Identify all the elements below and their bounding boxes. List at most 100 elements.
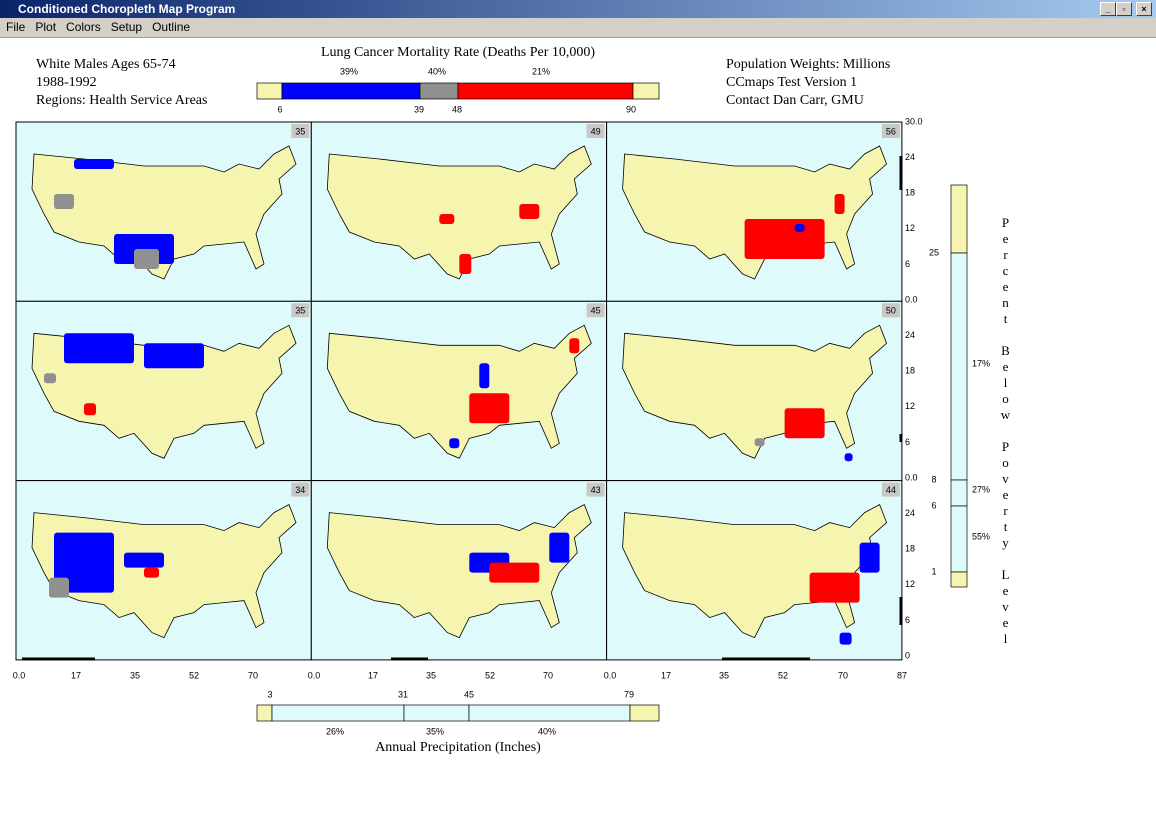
region-highlight (519, 204, 540, 219)
label: 21% (532, 66, 550, 76)
region-highlight (839, 632, 852, 645)
panel-count-box (881, 482, 900, 497)
panel-count: 44 (886, 485, 896, 495)
label: 70 (543, 670, 553, 680)
menu-item[interactable]: Outline (152, 20, 191, 34)
window-title: Conditioned Choropleth Map Program (18, 2, 236, 16)
label: 12 (905, 579, 915, 589)
region-highlight (844, 453, 853, 462)
slider-segment (281, 82, 421, 100)
slider-segment (950, 505, 968, 573)
label: 45 (464, 689, 474, 699)
label: 39% (340, 66, 358, 76)
menu-item[interactable]: File (6, 20, 26, 34)
label: 18 (905, 366, 915, 376)
region-highlight (134, 249, 159, 269)
label: 0.0 (905, 472, 918, 482)
region-highlight (479, 363, 490, 389)
slider-segment (950, 252, 968, 481)
right-slider-title: Percent Below Poverty Level (998, 215, 1013, 647)
us-map (326, 145, 592, 280)
region-highlight (449, 438, 460, 449)
region-highlight (124, 552, 164, 568)
region-highlight (74, 159, 114, 169)
map-panel: 43 (310, 480, 608, 661)
label: 6 (931, 500, 936, 510)
label: 6 (277, 104, 282, 114)
label: 6 (905, 615, 910, 625)
region-highlight (489, 562, 540, 583)
restore-button[interactable]: ▫ (1116, 2, 1132, 16)
panel-count-box (291, 303, 310, 318)
header-line: CCmaps Test Version 1 (726, 75, 858, 90)
label: 31 (398, 689, 408, 699)
map-panel: 50 (606, 300, 903, 482)
region-highlight (144, 567, 159, 578)
label: 48 (452, 104, 462, 114)
region-highlight (794, 224, 805, 232)
slider-segment (457, 82, 634, 100)
panel-count-box (291, 124, 310, 138)
slider-segment (632, 82, 660, 100)
us-map (622, 145, 888, 280)
region-highlight (744, 219, 825, 259)
us-map (31, 145, 297, 280)
slider-segment (629, 704, 660, 722)
label: 40% (428, 66, 446, 76)
panel-count-box (881, 303, 900, 318)
bottom-slider-title: Annual Precipitation (Inches) (375, 740, 541, 755)
us-map (622, 504, 888, 645)
menu-item[interactable]: Plot (35, 20, 57, 34)
header-line: White Males Ages 65-74 (36, 57, 176, 72)
label: 55% (972, 531, 990, 541)
label: 18 (905, 188, 915, 198)
slider-segment (950, 571, 968, 588)
panel-count-box (586, 303, 605, 318)
menu-item[interactable]: Colors (66, 20, 101, 34)
label: 27% (972, 484, 990, 494)
label: 52 (485, 670, 495, 680)
label: 24 (905, 152, 915, 162)
minimize-button[interactable]: _ (1100, 2, 1116, 16)
map-panel: 35 (15, 300, 312, 482)
map-panel: 35 (15, 121, 312, 302)
region-highlight (859, 542, 880, 573)
label: 35% (426, 726, 444, 736)
panel-count: 34 (295, 485, 305, 495)
label: 18 (905, 544, 915, 554)
us-map (326, 324, 592, 459)
panel-count-box (586, 124, 605, 138)
region-highlight (784, 408, 825, 439)
region-highlight (84, 403, 96, 416)
panel-count: 49 (591, 126, 601, 136)
menu-item[interactable]: Setup (110, 20, 143, 34)
label: 30.0 (905, 116, 923, 126)
label: 35 (426, 670, 436, 680)
label: 52 (778, 670, 788, 680)
panel-count: 43 (591, 485, 601, 495)
slider-segment (271, 704, 405, 722)
label: 25 (929, 247, 939, 257)
map-panel: 56 (606, 121, 903, 302)
label: 0.0 (905, 294, 918, 304)
region-highlight (754, 438, 765, 447)
region-highlight (44, 373, 56, 384)
label: 79 (624, 689, 634, 699)
panel-count: 35 (295, 306, 305, 316)
header-line: Population Weights: Millions (726, 57, 891, 72)
close-button[interactable]: × (1136, 2, 1152, 16)
region-highlight (834, 194, 845, 214)
label: 8 (931, 474, 936, 484)
label: 12 (905, 401, 915, 411)
panel-count-box (881, 124, 900, 138)
label: 39 (414, 104, 424, 114)
label: 90 (626, 104, 636, 114)
panel-count-box (586, 482, 605, 497)
label: 3 (267, 689, 272, 699)
slider-segment (256, 704, 273, 722)
region-highlight (49, 577, 69, 598)
panel-count: 35 (295, 126, 305, 136)
label: 17% (972, 358, 990, 368)
header-line: 1988-1992 (36, 75, 97, 90)
